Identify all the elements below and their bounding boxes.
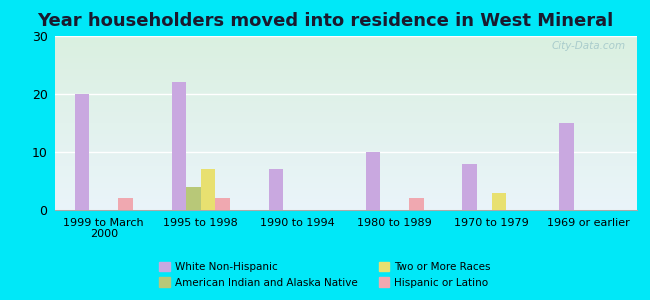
Text: Year householders moved into residence in West Mineral: Year householders moved into residence i…	[37, 12, 613, 30]
Bar	[462, 164, 477, 210]
Legend: White Non-Hispanic, American Indian and Alaska Native, Two or More Races, Hispan: White Non-Hispanic, American Indian and …	[155, 258, 495, 292]
Bar	[491, 193, 506, 210]
Bar	[75, 94, 89, 210]
Bar	[365, 152, 380, 210]
Bar	[409, 198, 424, 210]
Bar	[215, 198, 230, 210]
Text: City-Data.com: City-Data.com	[551, 41, 625, 51]
Bar	[186, 187, 201, 210]
Bar	[560, 123, 574, 210]
Bar	[268, 169, 283, 210]
Bar	[201, 169, 215, 210]
Bar	[172, 82, 186, 210]
Bar	[118, 198, 133, 210]
